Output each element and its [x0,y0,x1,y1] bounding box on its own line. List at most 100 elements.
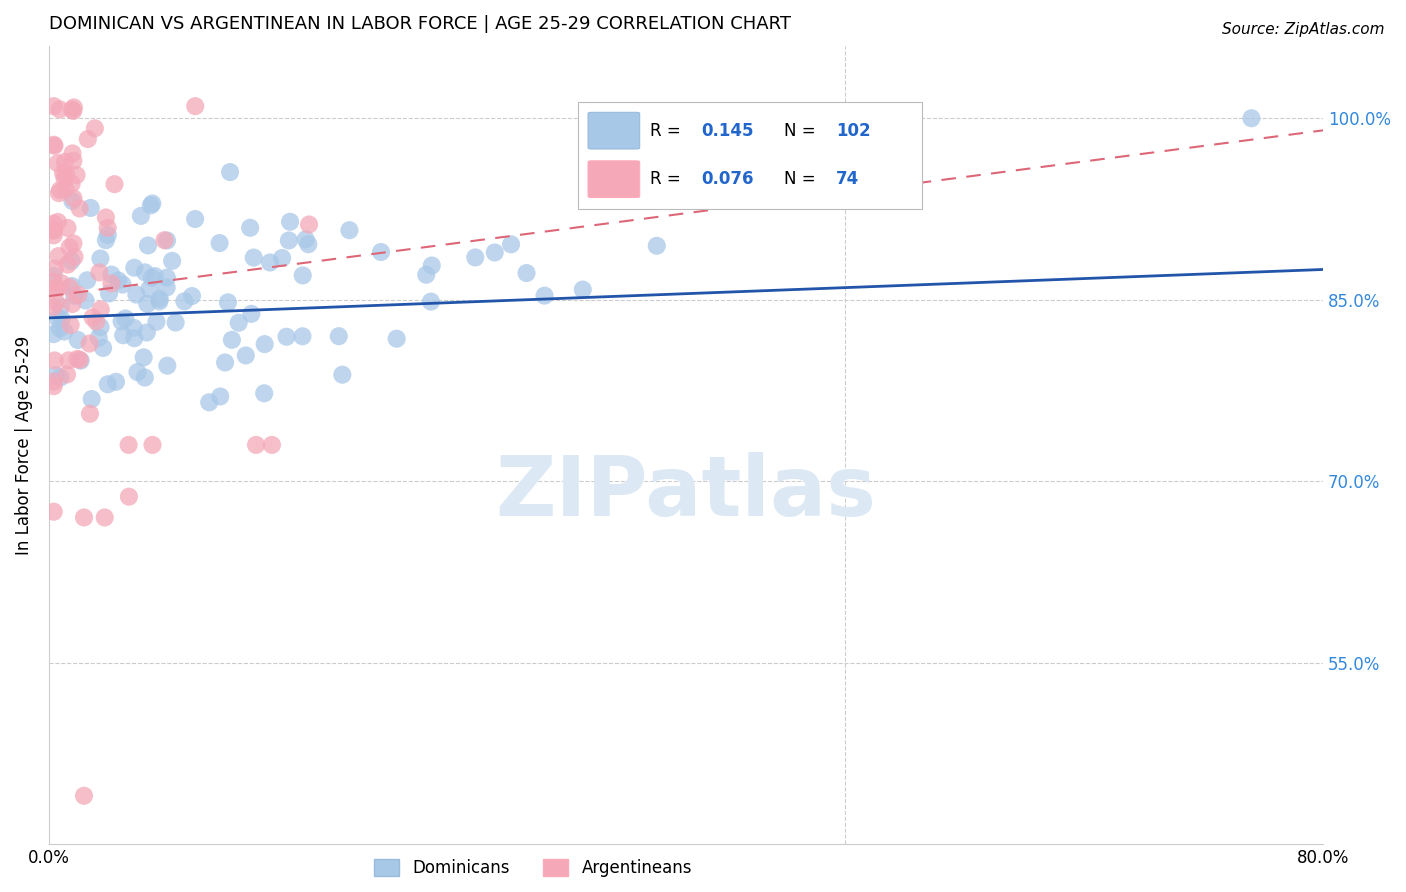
Point [98,286,121,301]
Point [90,320,112,334]
Point [253,386,276,401]
Point [42,217,65,231]
Point [59,318,82,332]
Point [44,261,66,276]
Point [645,239,668,253]
Point [45,368,67,383]
Point [156,280,179,294]
Point [148,294,170,309]
Point [100,268,122,282]
Point [56,258,79,272]
Point [67,288,90,302]
Point [66,333,89,347]
Point [63,100,86,114]
Point [571,283,593,297]
Point [291,329,314,343]
Point [42,224,65,238]
Point [60,297,83,311]
Point [49,370,72,384]
Point [94,211,117,225]
Point [124,331,146,345]
Point [48,186,70,200]
Point [94,233,117,247]
Point [112,328,135,343]
Point [58,240,80,254]
Point [125,287,148,301]
Point [62,146,84,161]
Point [165,316,187,330]
Point [91,341,114,355]
Point [62,194,84,208]
Point [73,789,96,803]
Point [420,259,443,273]
Point [87,331,110,345]
Point [65,168,87,182]
Point [75,293,97,308]
Point [484,245,506,260]
Point [291,268,314,283]
Point [49,183,72,197]
Point [51,312,73,326]
Point [499,237,522,252]
Point [46,215,69,229]
Point [62,103,84,118]
Point [117,438,139,452]
Point [138,282,160,296]
Point [42,223,65,237]
Point [46,311,69,326]
Point [122,321,145,335]
Point [260,438,283,452]
Point [235,348,257,362]
Point [141,196,163,211]
Point [141,270,163,285]
Point [59,280,82,294]
Point [145,315,167,329]
Point [184,212,207,227]
Point [48,249,70,263]
Point [181,289,204,303]
Point [79,407,101,421]
Point [49,321,72,335]
Point [124,260,146,275]
Point [63,250,86,264]
Point [42,275,65,289]
Point [184,99,207,113]
Point [136,238,159,252]
Point [105,375,128,389]
Point [533,288,555,302]
Point [44,138,66,153]
Point [44,353,66,368]
Point [69,202,91,216]
Point [219,165,242,179]
Point [259,255,281,269]
Point [97,377,120,392]
Point [245,438,267,452]
Point [156,270,179,285]
Point [127,365,149,379]
Point [97,227,120,242]
Point [53,325,76,339]
Point [198,395,221,409]
Point [100,277,122,291]
Point [134,370,156,384]
Point [42,505,65,519]
Point [83,121,105,136]
Point [89,265,111,279]
Text: ZIPatlas: ZIPatlas [495,452,876,533]
Point [53,171,76,186]
Point [69,353,91,368]
Point [385,332,408,346]
Point [48,103,70,117]
Point [156,359,179,373]
Point [253,337,276,351]
Point [45,295,67,310]
Point [330,368,353,382]
Point [294,232,316,246]
Point [240,307,263,321]
Point [143,269,166,284]
Point [515,266,537,280]
Point [53,182,76,196]
Point [153,233,176,247]
Point [52,166,75,180]
Point [79,336,101,351]
